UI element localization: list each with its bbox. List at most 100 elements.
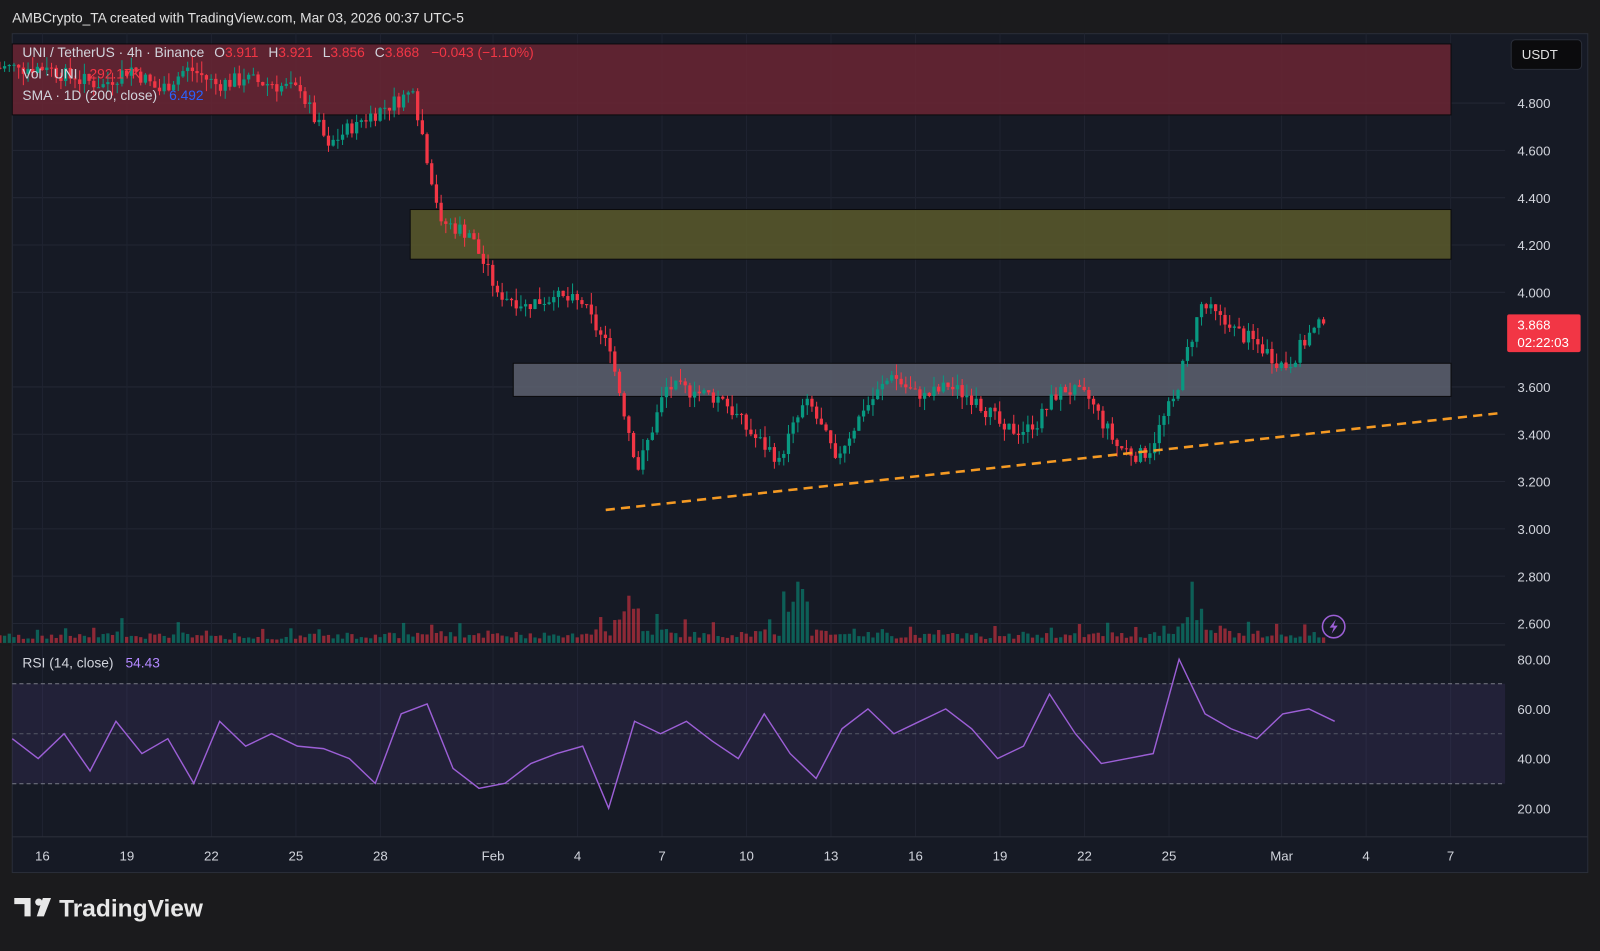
candle xyxy=(63,67,68,81)
volume-bar xyxy=(505,636,509,643)
currency-button[interactable]: USDT xyxy=(1510,39,1583,70)
sma-label[interactable]: SMA · 1D (200, close) xyxy=(22,88,157,103)
volume-bar xyxy=(678,637,683,643)
volume-bar xyxy=(49,634,54,643)
volume-bar xyxy=(78,634,82,643)
candle xyxy=(261,82,265,86)
candle xyxy=(1223,314,1227,325)
volume-bar xyxy=(1260,637,1265,643)
candle xyxy=(843,445,847,454)
volume-bar xyxy=(533,637,537,643)
support-zone-gray[interactable] xyxy=(512,362,1452,397)
chart-frame xyxy=(11,33,1589,874)
candle xyxy=(143,74,148,83)
high-label: H xyxy=(268,45,278,60)
volume-bar xyxy=(650,634,654,643)
volume-bar xyxy=(561,637,565,643)
candle xyxy=(336,139,340,141)
volume-bar xyxy=(1096,632,1100,643)
candle xyxy=(927,392,931,396)
candle xyxy=(54,67,58,78)
resistance-zone-yellow[interactable] xyxy=(409,209,1452,260)
volume-bar xyxy=(251,638,255,643)
ascending-trendline[interactable] xyxy=(605,411,1502,512)
volume-bar xyxy=(772,634,777,643)
open-value: 3.911 xyxy=(225,45,258,60)
candle xyxy=(730,406,734,416)
candle xyxy=(477,239,481,254)
volume-bar xyxy=(866,632,870,643)
candle xyxy=(1049,394,1053,410)
volume-bar xyxy=(1068,635,1072,643)
volume-bar xyxy=(472,635,476,643)
volume-bar xyxy=(796,581,800,643)
volume-bar xyxy=(1129,636,1133,643)
candle xyxy=(622,393,626,417)
volume-bar xyxy=(1120,633,1124,643)
volume-bar xyxy=(481,637,486,643)
volume-bar xyxy=(416,632,420,643)
candle xyxy=(7,64,11,67)
tradingview-logo[interactable]: TradingView xyxy=(14,895,204,922)
candle xyxy=(1251,330,1255,340)
candle xyxy=(256,74,260,83)
volume-bar xyxy=(613,620,617,643)
candle xyxy=(78,79,82,85)
volume-bar xyxy=(664,629,669,643)
volume-bar xyxy=(495,633,500,643)
candle xyxy=(129,67,133,76)
close-value: 3.868 xyxy=(385,45,420,60)
volume-bar xyxy=(514,631,518,643)
volume-bar xyxy=(819,630,823,643)
candle xyxy=(120,70,124,84)
volume-bar xyxy=(509,637,514,643)
volume-bar xyxy=(228,639,232,643)
volume-bar xyxy=(960,638,964,643)
candle xyxy=(68,67,72,79)
y-tick-label: 3.400 xyxy=(1517,427,1550,442)
candle xyxy=(782,453,786,458)
candle xyxy=(1040,408,1044,429)
volume-bar xyxy=(922,633,927,643)
supply-zone-red[interactable] xyxy=(11,43,1452,116)
volume-bar xyxy=(641,631,645,643)
volume-bar xyxy=(716,636,720,643)
lightning-icon[interactable] xyxy=(1321,614,1346,639)
candle xyxy=(251,74,255,76)
y-tick-label: 3.200 xyxy=(1517,475,1550,490)
rsi-value: 54.43 xyxy=(125,655,160,670)
volume-bar xyxy=(1045,633,1049,643)
candle xyxy=(768,447,772,450)
volume-bar xyxy=(1176,626,1180,643)
volume-bar xyxy=(861,636,866,643)
candle xyxy=(603,334,608,339)
candle xyxy=(890,375,894,381)
volume-bar xyxy=(270,639,274,643)
candle xyxy=(1087,390,1091,399)
candle xyxy=(852,430,856,439)
volume-bar xyxy=(1275,623,1279,643)
candle xyxy=(1138,448,1143,462)
candle xyxy=(913,388,917,390)
candle xyxy=(871,399,875,406)
y-tick-label: 4.600 xyxy=(1517,143,1550,158)
volume-bar xyxy=(40,635,44,643)
rsi-label[interactable]: RSI (14, close) xyxy=(22,655,113,670)
volume-bar xyxy=(631,608,636,643)
volume-label[interactable]: Vol · UNI xyxy=(22,67,77,82)
volume-bar xyxy=(162,635,166,643)
volume-bar xyxy=(899,637,903,643)
volume-bar xyxy=(791,601,795,643)
volume-bar xyxy=(707,634,711,643)
candle xyxy=(331,139,335,146)
candle xyxy=(866,405,870,411)
y-tick-label: 4.400 xyxy=(1517,191,1550,206)
candle xyxy=(340,134,345,140)
x-tick-label: 4 xyxy=(1362,848,1369,863)
x-tick-label: 16 xyxy=(908,848,923,863)
candle xyxy=(59,77,63,81)
symbol-label[interactable]: UNI / TetherUS · 4h · Binance xyxy=(22,45,204,60)
candle xyxy=(937,386,941,392)
candle xyxy=(242,79,246,86)
